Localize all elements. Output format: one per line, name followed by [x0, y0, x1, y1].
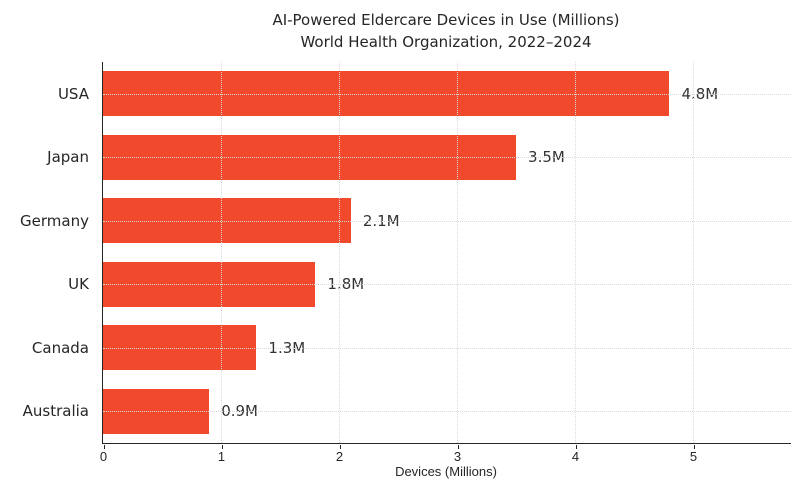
x-tick-label: 1	[217, 449, 226, 464]
bar	[103, 325, 257, 371]
value-label: 1.8M	[327, 275, 365, 294]
x-axis-label: Devices (Millions)	[395, 464, 497, 479]
x-tick-label: 3	[453, 449, 462, 464]
category-label: Japan	[47, 148, 89, 167]
value-label: 3.5M	[528, 148, 565, 167]
x-tick-mark	[221, 444, 223, 449]
category-label: Australia	[22, 402, 89, 421]
value-label: 1.3M	[268, 338, 306, 357]
bar	[103, 71, 670, 117]
x-tick-mark	[693, 444, 695, 449]
x-tick-mark	[103, 444, 105, 449]
value-label: 4.8M	[681, 84, 719, 103]
x-tick-label: 5	[689, 449, 698, 464]
x-tick-mark	[575, 444, 577, 449]
category-label: Canada	[31, 338, 89, 357]
bar	[103, 261, 316, 307]
x-tick-mark	[339, 444, 341, 449]
bar-rows: USA 4.8M Japan 3.5M Germany 2.1M UK 1.8M Canada 1…	[20, 62, 791, 444]
chart-subtitle: World Health Organization, 2022–2024	[300, 32, 592, 51]
value-label: 2.1M	[362, 211, 400, 230]
chart-title-block: AI-Powered Eldercare Devices in Use (Mil…	[102, 10, 790, 54]
category-label: Germany	[20, 211, 89, 230]
category-label: UK	[68, 275, 89, 294]
bar-row: Germany 2.1M	[20, 189, 791, 253]
bar	[103, 388, 210, 434]
x-tick-label: 2	[335, 449, 344, 464]
bar-row: Japan 3.5M	[47, 126, 791, 190]
chart-title: AI-Powered Eldercare Devices in Use (Mil…	[272, 11, 620, 29]
bar-row: UK 1.8M	[68, 253, 791, 317]
bar	[103, 134, 517, 180]
x-tick-label: 0	[99, 449, 108, 464]
plot-area: USA 4.8M Japan 3.5M Germany 2.1M UK 1.8M Canada 1…	[20, 62, 791, 444]
bar-row: Canada 1.3M	[32, 316, 791, 380]
x-tick-mark	[457, 444, 459, 449]
category-label: USA	[57, 84, 89, 103]
bar-row: USA 4.8M	[58, 62, 791, 126]
value-label: 0.9M	[221, 402, 258, 421]
x-tick-label: 4	[571, 449, 580, 464]
bar-row: Australia 0.9M	[23, 380, 791, 444]
bar	[103, 198, 351, 244]
